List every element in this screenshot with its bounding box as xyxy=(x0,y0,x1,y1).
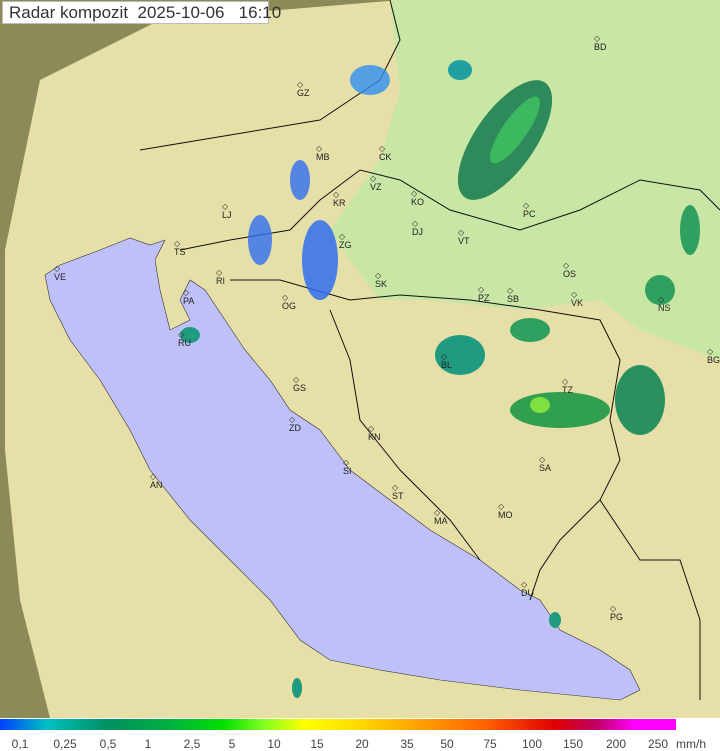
city-label-lj: ◇ LJ xyxy=(222,202,232,220)
city-label-tz: ◇ TZ xyxy=(562,377,573,395)
city-label-zg: ◇ ZG xyxy=(339,232,352,250)
city-label-ns: ◇ NS xyxy=(658,295,671,313)
city-label-ts: ◇ TS xyxy=(174,239,186,257)
city-label-si: ◇ SI xyxy=(343,458,352,476)
legend-label: 200 xyxy=(605,737,627,751)
city-label-gz: ◇ GZ xyxy=(297,80,310,98)
radar-echoes xyxy=(180,60,700,698)
city-label-du: ◇ DU xyxy=(521,580,534,598)
city-label-sb: ◇ SB xyxy=(507,286,520,304)
city-label-pc: ◇ PC xyxy=(523,201,536,219)
city-label-pa: ◇ PA xyxy=(183,288,195,306)
pannonian-lowland xyxy=(330,0,720,360)
city-label-bd: ◇ BD xyxy=(594,34,607,52)
city-label-pz: ◇ PZ xyxy=(478,285,490,303)
legend-label: 150 xyxy=(562,737,584,751)
city-label-st: ◇ ST xyxy=(392,483,404,501)
legend-label: 5 xyxy=(228,737,236,751)
city-label-bg: ◇ BG xyxy=(707,347,720,365)
city-label-kn: ◇ KN xyxy=(368,424,381,442)
city-label-kr: ◇ KR xyxy=(333,190,346,208)
city-label-ma: ◇ MA xyxy=(434,508,448,526)
city-label-mb: ◇ MB xyxy=(316,144,330,162)
city-label-mo: ◇ MO xyxy=(498,502,513,520)
adriatic-sea xyxy=(44,237,641,701)
legend-label: 50 xyxy=(440,737,454,751)
city-label-os: ◇ OS xyxy=(563,261,577,279)
city-label-pg: ◇ PG xyxy=(610,604,624,622)
legend-label: 35 xyxy=(400,737,414,751)
country-borders xyxy=(139,0,720,700)
map-canvas xyxy=(0,0,720,718)
legend-label: 75 xyxy=(483,737,497,751)
city-label-vk: ◇ VK xyxy=(571,290,584,308)
legend-label: 0,1 xyxy=(11,737,29,751)
city-label-zd: ◇ ZD xyxy=(289,415,301,433)
precipitation-color-scale xyxy=(0,719,676,730)
legend-label: 100 xyxy=(521,737,543,751)
product-name: Radar kompozit xyxy=(9,3,129,22)
city-label-an: ◇ AN xyxy=(150,472,163,490)
legend-label: 250 xyxy=(647,737,669,751)
legend-label: 0,5 xyxy=(99,737,117,751)
map-date: 2025-10-06 xyxy=(137,3,225,22)
city-label-bl: ◇ BL xyxy=(441,352,453,370)
city-label-ve: ◇ VE xyxy=(54,264,67,282)
map-time: 16:10 xyxy=(238,3,282,22)
city-label-sk: ◇ SK xyxy=(375,271,388,289)
legend-label: 10 xyxy=(267,737,281,751)
city-label-ck: ◇ CK xyxy=(379,144,392,162)
city-label-gs: ◇ GS xyxy=(293,375,307,393)
city-label-og: ◇ OG xyxy=(282,293,297,311)
city-label-vz: ◇ VZ xyxy=(370,174,382,192)
legend-label: 2,5 xyxy=(183,737,201,751)
legend-unit: mm/h xyxy=(676,737,706,751)
map-title: Radar kompozit 2025-10-06 16:10 xyxy=(2,1,281,24)
city-label-ru: ◇ RU xyxy=(178,330,191,348)
legend-label: 0,25 xyxy=(53,737,77,751)
legend-label: 1 xyxy=(144,737,152,751)
city-label-ri: ◇ RI xyxy=(216,268,225,286)
city-label-vt: ◇ VT xyxy=(458,228,470,246)
city-label-dj: ◇ DJ xyxy=(412,219,423,237)
city-label-sa: ◇ SA xyxy=(539,455,552,473)
legend-label: 20 xyxy=(355,737,369,751)
legend-label: 15 xyxy=(310,737,324,751)
city-label-ko: ◇ KO xyxy=(411,189,425,207)
